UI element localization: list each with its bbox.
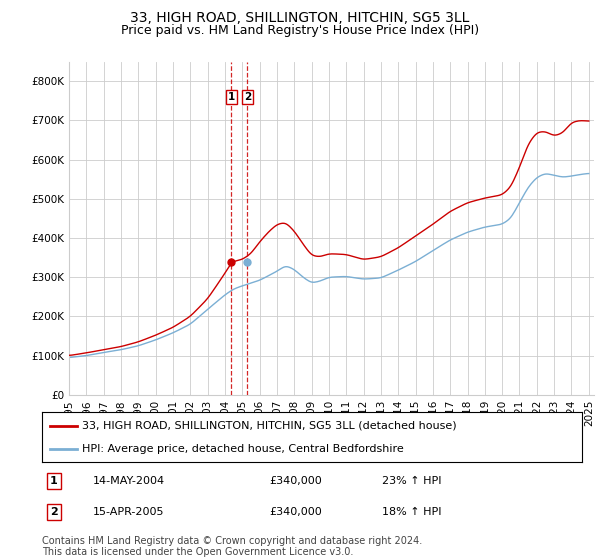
Text: £340,000: £340,000 (269, 476, 322, 486)
Text: 15-APR-2005: 15-APR-2005 (94, 507, 165, 517)
Text: 14-MAY-2004: 14-MAY-2004 (94, 476, 166, 486)
Text: HPI: Average price, detached house, Central Bedfordshire: HPI: Average price, detached house, Cent… (83, 445, 404, 454)
Text: Price paid vs. HM Land Registry's House Price Index (HPI): Price paid vs. HM Land Registry's House … (121, 24, 479, 36)
Text: 33, HIGH ROAD, SHILLINGTON, HITCHIN, SG5 3LL (detached house): 33, HIGH ROAD, SHILLINGTON, HITCHIN, SG5… (83, 421, 457, 431)
Text: 33, HIGH ROAD, SHILLINGTON, HITCHIN, SG5 3LL: 33, HIGH ROAD, SHILLINGTON, HITCHIN, SG5… (130, 11, 470, 25)
Text: 1: 1 (50, 476, 58, 486)
Text: 2: 2 (50, 507, 58, 517)
Text: £340,000: £340,000 (269, 507, 322, 517)
Text: 1: 1 (228, 92, 235, 102)
Text: 23% ↑ HPI: 23% ↑ HPI (382, 476, 442, 486)
Text: Contains HM Land Registry data © Crown copyright and database right 2024.
This d: Contains HM Land Registry data © Crown c… (42, 535, 422, 557)
Text: 18% ↑ HPI: 18% ↑ HPI (382, 507, 442, 517)
Text: 2: 2 (244, 92, 251, 102)
